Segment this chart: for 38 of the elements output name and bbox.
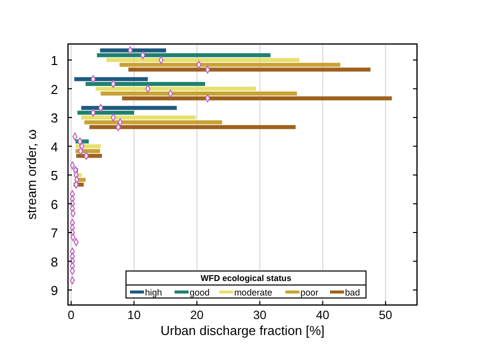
x-tick-label: 0: [68, 308, 75, 322]
x-tick-label: 50: [378, 308, 393, 322]
bar: [96, 86, 256, 91]
legend-label: poor: [300, 288, 318, 298]
legend-label: high: [145, 288, 162, 298]
bar: [81, 106, 177, 110]
bar: [100, 92, 297, 96]
legend-title: WFD ecological status: [200, 273, 292, 283]
y-tick-label: 6: [50, 196, 58, 212]
bar: [81, 116, 196, 120]
legend-label: moderate: [234, 288, 272, 298]
y-tick-label: 9: [50, 283, 58, 298]
legend-label: good: [190, 288, 210, 298]
y-tick-label: 8: [50, 254, 58, 270]
y-axis-title: stream order, ω: [24, 129, 39, 220]
bar: [128, 68, 370, 72]
bar: [89, 125, 296, 130]
bar: [74, 77, 148, 82]
bar: [122, 96, 392, 100]
x-tick-label: 10: [127, 308, 142, 322]
y-tick-label: 7: [50, 226, 58, 240]
y-tick-label: 2: [50, 82, 58, 97]
bar: [77, 110, 134, 115]
bar: [96, 53, 270, 58]
bar: [106, 58, 300, 62]
y-tick-label: 3: [50, 110, 58, 126]
x-tick-label: 20: [190, 308, 204, 322]
bar: [84, 120, 222, 124]
bar: [100, 48, 166, 52]
y-tick-label: 1: [50, 53, 58, 68]
y-tick-label: 5: [50, 168, 58, 183]
x-axis-title: Urban discharge fraction [%]: [160, 323, 325, 338]
x-tick-label: 30: [253, 308, 267, 322]
legend-label: bad: [345, 288, 360, 298]
y-tick-label: 4: [50, 139, 58, 154]
x-tick-label: 40: [316, 308, 330, 322]
bar: [120, 62, 340, 67]
bar: [86, 82, 206, 86]
